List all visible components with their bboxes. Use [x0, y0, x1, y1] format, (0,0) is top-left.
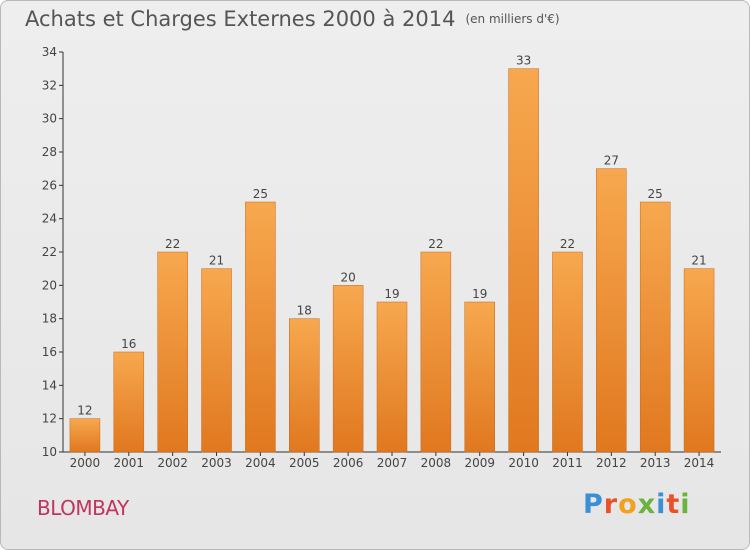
bar-2011 — [552, 251, 583, 453]
x-tick-label-2006: 2006 — [333, 456, 364, 470]
y-tick-label: 18 — [42, 312, 57, 326]
x-tick-label-2007: 2007 — [377, 456, 408, 470]
bar-2001 — [113, 351, 145, 453]
data-label-2003: 21 — [209, 254, 224, 268]
data-label-2007: 19 — [384, 287, 399, 301]
x-tick-label-2005: 2005 — [289, 456, 320, 470]
y-tick-label: 34 — [42, 45, 57, 59]
data-label-2012: 27 — [604, 154, 619, 168]
bar-2003 — [201, 268, 232, 453]
data-label-2002: 22 — [165, 237, 180, 251]
data-label-2014: 21 — [691, 254, 706, 268]
proxiti-logo: Proxiti — [583, 489, 691, 520]
x-tick-label-2000: 2000 — [70, 456, 101, 470]
y-tick-label: 20 — [42, 278, 57, 292]
y-tick-label: 24 — [42, 212, 57, 226]
bar-2013 — [639, 201, 671, 453]
bar-2007 — [376, 301, 408, 453]
x-tick-label-2010: 2010 — [508, 456, 539, 470]
data-label-2008: 22 — [428, 237, 443, 251]
data-label-2000: 12 — [77, 404, 92, 418]
x-tick-label-2012: 2012 — [596, 456, 627, 470]
x-tick-label-2008: 2008 — [421, 456, 452, 470]
y-tick-label: 32 — [42, 78, 57, 92]
bar-2014 — [683, 268, 715, 453]
y-tick-label: 16 — [42, 345, 57, 359]
bar-2008 — [420, 251, 452, 453]
bar-2009 — [464, 301, 495, 453]
x-tick-label-2002: 2002 — [157, 456, 188, 470]
x-tick-label-2013: 2013 — [640, 456, 671, 470]
bar-2004 — [245, 201, 276, 453]
data-label-2011: 22 — [560, 237, 575, 251]
chart-title-text: Achats et Charges Externes 2000 à 2014 — [25, 7, 456, 31]
data-label-2013: 25 — [648, 187, 663, 201]
town-name: BLOMBAY — [37, 496, 129, 520]
y-tick-label: 28 — [42, 145, 57, 159]
data-label-2001: 16 — [121, 337, 136, 351]
data-label-2005: 18 — [297, 304, 312, 318]
chart-title: Achats et Charges Externes 2000 à 2014 (e… — [25, 7, 560, 31]
bar-2005 — [289, 318, 320, 453]
x-tick-label-2009: 2009 — [464, 456, 495, 470]
bar-2000 — [69, 418, 101, 453]
chart-unit: (en milliers d'€) — [465, 12, 560, 26]
bar-2010 — [508, 68, 539, 453]
y-tick-label: 26 — [42, 178, 57, 192]
bar-2006 — [332, 285, 364, 453]
x-tick-label-2003: 2003 — [201, 456, 232, 470]
x-tick-label-2011: 2011 — [552, 456, 583, 470]
x-tick-label-2001: 2001 — [114, 456, 145, 470]
y-tick-label: 12 — [42, 412, 57, 426]
bar-2012 — [596, 168, 627, 453]
data-label-2004: 25 — [253, 187, 268, 201]
y-tick-label: 14 — [42, 378, 57, 392]
data-label-2009: 19 — [472, 287, 487, 301]
x-tick-label-2004: 2004 — [245, 456, 276, 470]
x-tick-label-2014: 2014 — [684, 456, 715, 470]
y-tick-label: 22 — [42, 245, 57, 259]
y-tick-label: 30 — [42, 112, 57, 126]
bar-2002 — [157, 251, 188, 453]
data-label-2010: 33 — [516, 54, 531, 68]
y-tick-label: 10 — [42, 445, 57, 459]
data-label-2006: 20 — [340, 270, 355, 284]
